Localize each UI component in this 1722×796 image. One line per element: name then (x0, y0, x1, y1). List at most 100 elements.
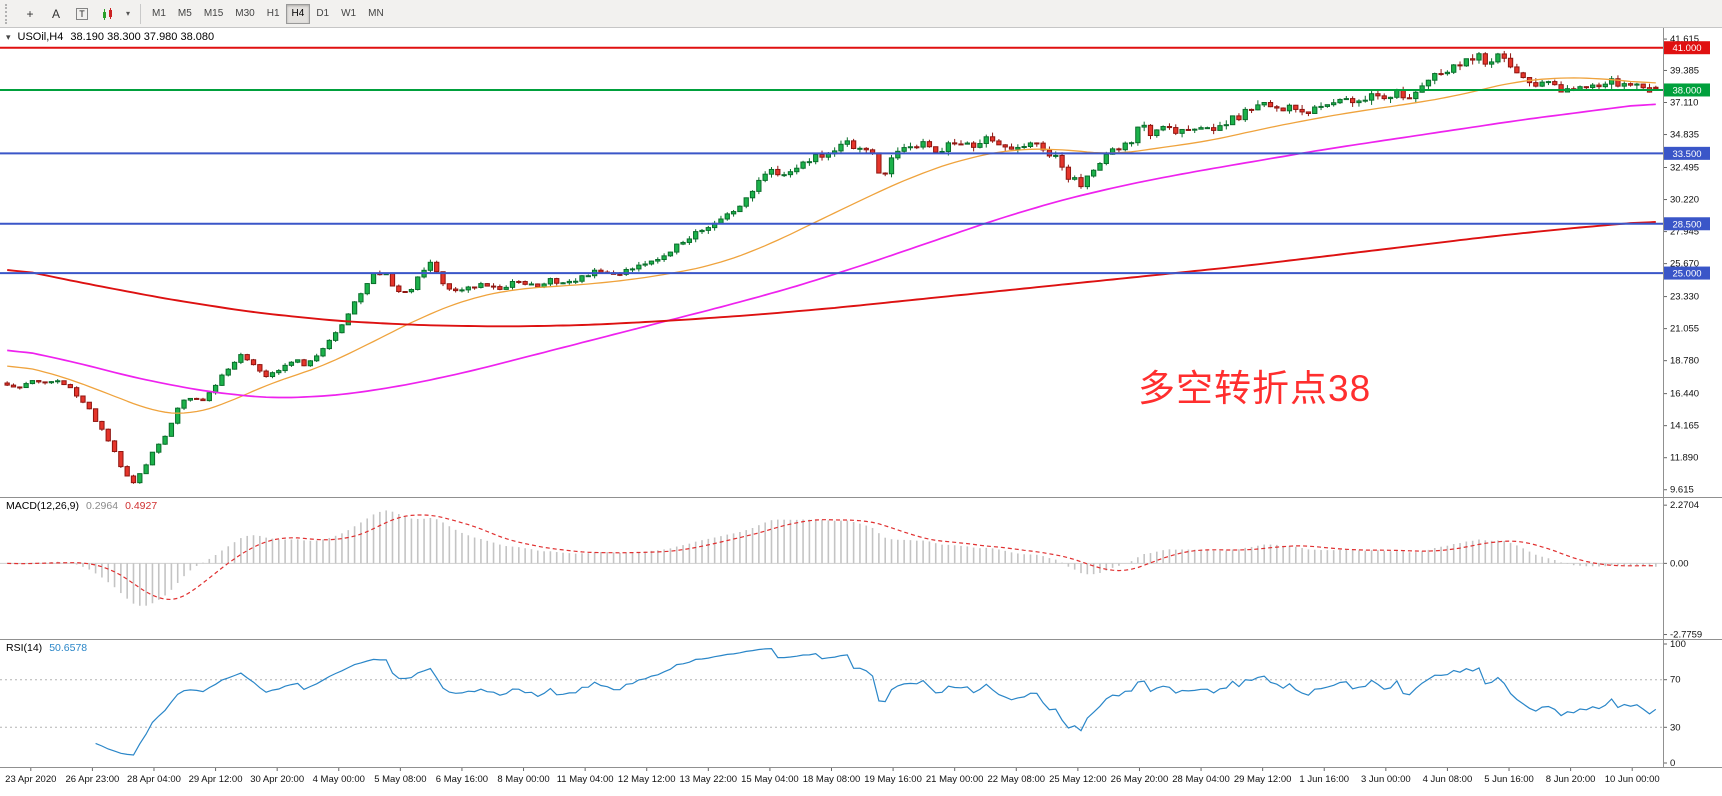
timeframe-w1-button[interactable]: W1 (335, 4, 362, 24)
level-price-tag-label: 33.500 (1672, 149, 1701, 160)
timeframe-h4-button[interactable]: H4 (285, 3, 311, 24)
time-axis-label: 25 May 12:00 (1049, 774, 1107, 785)
time-axis[interactable]: 23 Apr 2020 26 Apr 23:00 28 Apr 04:00 29 Ap… (5, 768, 1660, 785)
level-price-tag (1664, 266, 1710, 280)
timeframe-mn-button[interactable]: MN (362, 4, 390, 24)
level-price-tag-label: 28.500 (1672, 219, 1701, 230)
price-axis-label: 37.110 (1670, 98, 1698, 109)
time-axis-label: 8 Jun 20:00 (1546, 774, 1596, 785)
price-axis-label: 9.615 (1670, 485, 1694, 496)
level-price-tag-label: 41.000 (1672, 43, 1701, 54)
panel-separators (0, 28, 1722, 768)
level-price-tag (1664, 83, 1710, 97)
time-axis-label: 1 Jun 16:00 (1299, 774, 1349, 785)
rsi-axis-label: 0 (1670, 758, 1675, 769)
price-axis-label: 39.385 (1670, 65, 1699, 76)
macd-axis-label: 0.00 (1670, 558, 1689, 569)
macd-axis-label: -2.7759 (1670, 630, 1702, 641)
chart-symbol-label: USOil,H4 (17, 31, 64, 43)
timeframe-m1-button[interactable]: M1 (146, 4, 172, 24)
price-axis-label: 41.615 (1670, 34, 1699, 45)
indicators-icon (103, 7, 112, 20)
rsi-value: 50.6578 (49, 642, 88, 654)
ma-slow-line (7, 221, 1656, 328)
toolbar-grip[interactable] (5, 3, 12, 24)
indicators-dropdown-button[interactable]: ▾ (122, 3, 134, 25)
toolbar: + A T ▾ M1 M5 M15 M30 H1 H4 D1 W1 MN (0, 0, 1722, 28)
chart-annotation-text: 多空转折点38 (1138, 368, 1372, 409)
time-axis-label: 22 May 08:00 (987, 774, 1045, 785)
chart-dropdown-icon[interactable]: ▾ (6, 31, 11, 42)
crosshair-icon: + (26, 6, 34, 21)
macd-signal-value: 0.4927 (125, 500, 158, 512)
rsi-panel: 100 70 30 0 (0, 639, 1686, 769)
price-axis-label: 14.165 (1670, 421, 1699, 432)
time-axis-label: 29 Apr 12:00 (189, 774, 243, 785)
macd-main-value: 0.2964 (85, 500, 119, 512)
time-axis-label: 8 May 00:00 (497, 774, 549, 785)
time-axis-label: 29 May 12:00 (1234, 774, 1292, 785)
price-axis-label: 16.440 (1670, 389, 1699, 400)
text-tool-icon: A (51, 6, 60, 21)
price-axis-label: 23.330 (1670, 292, 1699, 303)
ma-mid-line (7, 103, 1656, 399)
rsi-axis-label: 30 (1670, 722, 1681, 733)
level-price-tag-label: 38.000 (1672, 85, 1701, 96)
timeframe-m5-button[interactable]: M5 (172, 4, 198, 24)
time-axis-label: 4 May 00:00 (313, 774, 365, 785)
rsi-indicator-label: RSI(14) 50.6578 (6, 642, 87, 654)
time-axis-label: 28 May 04:00 (1172, 774, 1230, 785)
price-axis[interactable]: 41.615 39.385 37.110 34.835 32.495 30.220 27.9… (1663, 34, 1699, 496)
macd-name: MACD(12,26,9) (6, 500, 79, 512)
time-axis-label: 28 Apr 04:00 (127, 774, 181, 785)
time-axis-label: 18 May 08:00 (803, 774, 861, 785)
price-axis-label: 25.670 (1670, 259, 1699, 270)
time-axis-label: 26 May 20:00 (1111, 774, 1169, 785)
level-price-tag (1664, 146, 1710, 160)
rsi-line (95, 647, 1657, 756)
time-axis-label: 26 Apr 23:00 (65, 774, 119, 785)
time-axis-label: 12 May 12:00 (618, 774, 676, 785)
time-axis-label: 3 Jun 00:00 (1361, 774, 1411, 785)
time-axis-label: 19 May 16:00 (864, 774, 922, 785)
chart-title: ▾ USOil,H4 38.190 38.300 37.980 38.080 (6, 31, 214, 43)
rsi-axis-label: 70 (1670, 675, 1681, 686)
level-price-tag-label: 25.000 (1672, 269, 1701, 280)
toolbar-separator (140, 3, 141, 24)
price-axis-label: 18.780 (1670, 356, 1699, 367)
time-axis-label: 5 Jun 16:00 (1484, 774, 1534, 785)
timeframe-h1-button[interactable]: H1 (261, 4, 286, 24)
time-axis-label: 10 Jun 00:00 (1605, 774, 1660, 785)
text-frame-icon: T (76, 7, 88, 20)
time-axis-label: 5 May 08:00 (374, 774, 426, 785)
timeframe-m30-button[interactable]: M30 (229, 4, 260, 24)
indicators-tool-button[interactable] (96, 3, 120, 25)
ma-fast-line (7, 77, 1656, 414)
chart-canvas[interactable]: 41.615 39.385 37.110 34.835 32.495 30.220 27.9… (0, 28, 1722, 796)
horizontal-levels[interactable]: 41.000 38.000 33.500 28.500 25.000 (0, 41, 1710, 280)
time-axis-label: 30 Apr 20:00 (250, 774, 304, 785)
crosshair-tool-button[interactable]: + (18, 3, 42, 25)
text-frame-tool-button[interactable]: T (70, 3, 94, 25)
time-axis-label: 15 May 04:00 (741, 774, 799, 785)
macd-indicator-label: MACD(12,26,9) 0.2964 0.4927 (6, 500, 157, 512)
level-price-tag (1664, 41, 1710, 55)
price-axis-label: 34.835 (1670, 130, 1699, 141)
price-axis-label: 11.890 (1670, 453, 1698, 464)
time-axis-label: 4 Jun 08:00 (1423, 774, 1473, 785)
macd-panel: 2.2704 0.00 -2.7759 (0, 500, 1702, 641)
time-axis-label: 23 Apr 2020 (5, 774, 56, 785)
timeframe-m15-button[interactable]: M15 (198, 4, 229, 24)
chart-ohlc-values: 38.190 38.300 37.980 38.080 (70, 31, 215, 43)
price-axis-label: 30.220 (1670, 195, 1699, 206)
price-axis-label: 27.945 (1670, 227, 1699, 238)
price-axis-label: 21.055 (1670, 324, 1699, 335)
candles-layer (4, 50, 1659, 484)
text-tool-button[interactable]: A (44, 3, 68, 25)
level-price-tag (1664, 217, 1710, 231)
rsi-axis-label: 100 (1670, 639, 1686, 650)
timeframe-d1-button[interactable]: D1 (310, 4, 335, 24)
macd-signal-line (7, 514, 1656, 601)
time-axis-label: 21 May 00:00 (926, 774, 984, 785)
